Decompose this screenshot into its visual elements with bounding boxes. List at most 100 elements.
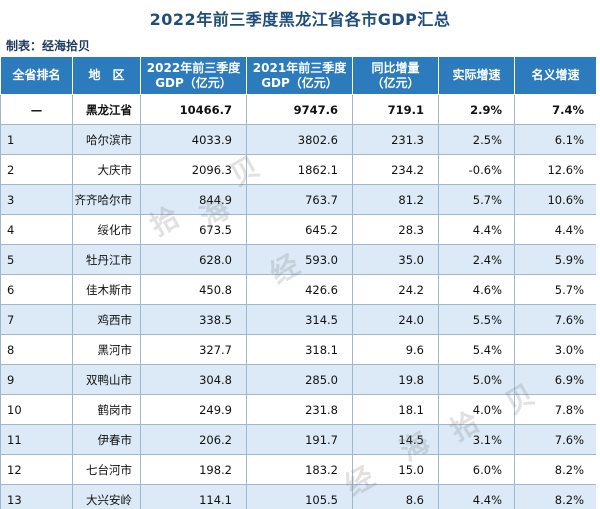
cell-region: 黑河市 [72,334,141,365]
cell-gdp-2022: 338.5 [140,304,247,335]
cell-gdp-2022: 628.0 [140,244,247,275]
cell-region: 牡丹江市 [72,244,141,275]
cell-increase: 18.1 [352,394,439,425]
cell-rank: 11 [0,424,73,455]
cell-increase: 231.3 [352,124,439,155]
cell-gdp-2022: 844.9 [140,184,247,215]
cell-real-growth: 4.6% [438,274,515,305]
cell-rank: 9 [0,364,73,395]
cell-real-growth: 2.5% [438,124,515,155]
cell-real-growth: 3.1% [438,424,515,455]
gdp-table-container: 全省排名 地 区 2022年前三季度 GDP（亿元） 2021年前三季度 GDP（亿… [0,56,600,509]
header-gdp-2021: 2021年前三季度 GDP（亿元） [246,56,353,95]
cell-increase: 8.6 [352,484,439,509]
cell-nominal-growth: 7.8% [514,394,597,425]
cell-region: 佳木斯市 [72,274,141,305]
cell-increase: 719.1 [352,94,439,125]
cell-region: 伊春市 [72,424,141,455]
cell-rank: 2 [0,154,73,185]
cell-increase: 24.2 [352,274,439,305]
cell-nominal-growth: 8.2% [514,484,597,509]
cell-real-growth: 4.4% [438,214,515,245]
cell-rank: 6 [0,274,73,305]
cell-real-growth: 5.4% [438,334,515,365]
cell-gdp-2021: 191.7 [246,424,353,455]
cell-gdp-2021: 105.5 [246,484,353,509]
cell-gdp-2021: 593.0 [246,244,353,275]
cell-gdp-2021: 763.7 [246,184,353,215]
cell-nominal-growth: 8.2% [514,454,597,485]
cell-region: 鸡西市 [72,304,141,335]
cell-rank: 10 [0,394,73,425]
cell-region: 齐齐哈尔市 [72,184,141,215]
cell-gdp-2021: 231.8 [246,394,353,425]
cell-gdp-2021: 9747.6 [246,94,353,125]
right-edge-strip [596,56,600,509]
cell-gdp-2022: 206.2 [140,424,247,455]
cell-gdp-2021: 1862.1 [246,154,353,185]
cell-region: 双鸭山市 [72,364,141,395]
cell-increase: 35.0 [352,244,439,275]
cell-nominal-growth: 5.9% [514,244,597,275]
table-row: 6 佳木斯市 450.8 426.6 24.2 4.6% 5.7% [0,274,597,305]
cell-real-growth: 5.7% [438,184,515,215]
cell-increase: 15.0 [352,454,439,485]
cell-nominal-growth: 6.9% [514,364,597,395]
table-row: 3 齐齐哈尔市 844.9 763.7 81.2 5.7% 10.6% [0,184,597,215]
cell-gdp-2021: 318.1 [246,334,353,365]
cell-gdp-2021: 3802.6 [246,124,353,155]
cell-gdp-2022: 10466.7 [140,94,247,125]
cell-gdp-2022: 327.7 [140,334,247,365]
cell-rank: 4 [0,214,73,245]
cell-rank: 13 [0,484,73,509]
cell-rank: 1 [0,124,73,155]
cell-rank: 8 [0,334,73,365]
cell-increase: 14.5 [352,424,439,455]
cell-nominal-growth: 10.6% [514,184,597,215]
cell-gdp-2022: 2096.3 [140,154,247,185]
cell-gdp-2021: 426.6 [246,274,353,305]
table-row: 1 哈尔滨市 4033.9 3802.6 231.3 2.5% 6.1% [0,124,597,155]
header-gdp-2022: 2022年前三季度 GDP（亿元） [140,56,247,95]
cell-nominal-growth: 7.4% [514,94,597,125]
cell-nominal-growth: 7.6% [514,304,597,335]
header-rank: 全省排名 [0,56,73,95]
table-row-total: — 黑龙江省 10466.7 9747.6 719.1 2.9% 7.4% [0,94,597,125]
cell-gdp-2022: 249.9 [140,394,247,425]
cell-increase: 81.2 [352,184,439,215]
cell-gdp-2022: 673.5 [140,214,247,245]
cell-gdp-2021: 183.2 [246,454,353,485]
cell-nominal-growth: 4.4% [514,214,597,245]
header-increase: 同比增量 （亿元） [352,56,439,95]
cell-real-growth: 5.0% [438,364,515,395]
table-row: 10 鹤岗市 249.9 231.8 18.1 4.0% 7.8% [0,394,597,425]
cell-region: 大庆市 [72,154,141,185]
cell-region: 绥化市 [72,214,141,245]
cell-nominal-growth: 6.1% [514,124,597,155]
table-row: 7 鸡西市 338.5 314.5 24.0 5.5% 7.6% [0,304,597,335]
cell-gdp-2022: 114.1 [140,484,247,509]
cell-increase: 234.2 [352,154,439,185]
cell-rank: 5 [0,244,73,275]
cell-gdp-2021: 285.0 [246,364,353,395]
cell-real-growth: -0.6% [438,154,515,185]
header-nominal-growth: 名义增速 [514,56,597,95]
cell-gdp-2022: 450.8 [140,274,247,305]
table-body: — 黑龙江省 10466.7 9747.6 719.1 2.9% 7.4% 1 哈尔滨市 4033… [0,94,597,509]
table-row: 12 七台河市 198.2 183.2 15.0 6.0% 8.2% [0,454,597,485]
table-maker-note: 制表：经海拾贝 [0,36,600,56]
cell-rank: 3 [0,184,73,215]
cell-region: 大兴安岭 [72,484,141,509]
header-region: 地 区 [72,56,141,95]
table-row: 11 伊春市 206.2 191.7 14.5 3.1% 7.6% [0,424,597,455]
cell-increase: 9.6 [352,334,439,365]
cell-increase: 28.3 [352,214,439,245]
table-row: 9 双鸭山市 304.8 285.0 19.8 5.0% 6.9% [0,364,597,395]
cell-real-growth: 4.4% [438,484,515,509]
cell-real-growth: 5.5% [438,304,515,335]
cell-rank: — [0,94,73,125]
cell-region: 哈尔滨市 [72,124,141,155]
cell-rank: 7 [0,304,73,335]
page-title: 2022年前三季度黑龙江省各市GDP汇总 [0,0,600,36]
table-header-row: 全省排名 地 区 2022年前三季度 GDP（亿元） 2021年前三季度 GDP（亿… [0,56,597,95]
